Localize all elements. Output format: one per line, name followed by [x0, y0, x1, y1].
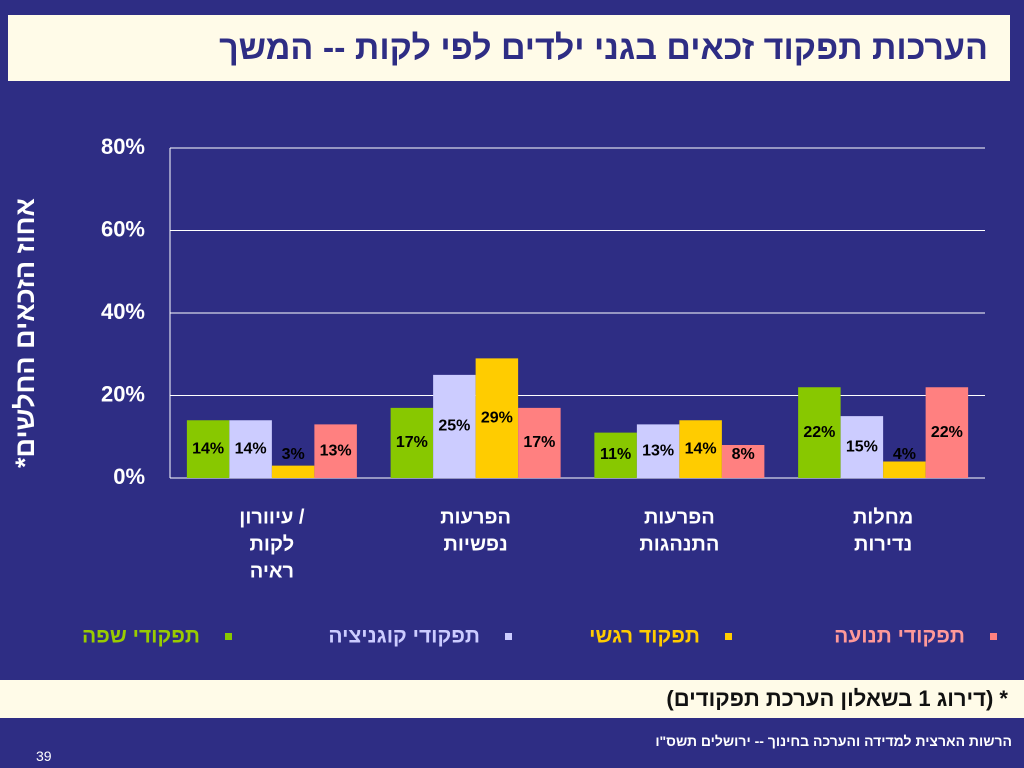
- legend-label: תפקודי שפה: [82, 625, 200, 648]
- footnote: * (דירוג 1 בשאלון הערכת תפקודים): [666, 686, 1008, 711]
- bar: [679, 420, 722, 478]
- value-label: 3%: [282, 446, 305, 463]
- x-tick-label: הפרעות: [440, 506, 511, 528]
- y-axis-label: אחוז הזכאים החלשים*: [10, 198, 40, 468]
- value-label: 22%: [931, 424, 963, 441]
- y-tick-label: 20%: [101, 381, 145, 406]
- bar: [390, 407, 434, 478]
- value-label: 17%: [396, 434, 428, 451]
- y-tick-label: 0%: [113, 464, 145, 489]
- y-tick-label: 60%: [101, 216, 145, 241]
- legend-label: תפקודי קוגניציה: [328, 625, 480, 648]
- legend-label: תפקוד רגשי: [589, 625, 700, 648]
- legend-swatch: [505, 633, 512, 640]
- x-tick-label: התנהגות: [639, 533, 719, 555]
- value-label: 29%: [481, 409, 513, 426]
- x-tick-label: לקות: [250, 533, 295, 555]
- x-tick-label: נפשיות: [444, 533, 508, 555]
- legend-swatch: [990, 633, 997, 640]
- value-label: 17%: [523, 434, 555, 451]
- y-tick-label: 40%: [101, 299, 145, 324]
- value-label: 8%: [732, 446, 755, 463]
- value-label: 13%: [320, 442, 352, 459]
- bar: [271, 465, 315, 478]
- value-label: 4%: [893, 446, 916, 463]
- bar: [925, 387, 969, 478]
- y-tick-label: 80%: [101, 134, 145, 159]
- value-label: 14%: [685, 440, 717, 457]
- chart: 0% 20% 40% 60% 80% אחוז הזכאים החלשים* עיוורון…: [10, 134, 997, 648]
- legend-swatch: [225, 633, 232, 640]
- value-label: 13%: [642, 442, 674, 459]
- x-tick-label: נדירות: [854, 533, 912, 555]
- bar: [594, 432, 637, 478]
- bar: [314, 424, 357, 478]
- value-label: 15%: [846, 438, 878, 455]
- legend-swatch: [725, 633, 732, 640]
- x-tick-label: הפרעות: [644, 506, 715, 528]
- bar: [636, 424, 680, 478]
- value-label: 14%: [235, 440, 267, 457]
- footer: הרשות הארצית למדידה והערכה בחינוך -- ירו…: [655, 733, 1012, 749]
- bar: [798, 387, 841, 478]
- value-label: 14%: [192, 440, 224, 457]
- value-label: 22%: [803, 424, 835, 441]
- x-tick-label: עיוורון /: [239, 506, 305, 528]
- value-label: 11%: [600, 446, 631, 463]
- chart-title: הערכות תפקוד זכאים בגני ילדים לפי לקות -…: [219, 29, 988, 67]
- bar: [186, 420, 230, 478]
- value-label: 25%: [438, 418, 470, 435]
- bar: [840, 416, 884, 478]
- bar: [721, 445, 765, 478]
- x-tick-label: ראיה: [250, 560, 294, 582]
- legend-label: תפקודי תנועה: [834, 625, 965, 648]
- title-bar: הערכות תפקוד זכאים בגני ילדים לפי לקות -…: [8, 15, 1010, 81]
- bar: [475, 358, 519, 478]
- bar: [433, 374, 476, 478]
- x-tick-label: מחלות: [853, 506, 913, 528]
- footnote-bar: * (דירוג 1 בשאלון הערכת תפקודים): [0, 680, 1024, 718]
- page-number: 39: [36, 748, 52, 764]
- bar: [518, 407, 561, 478]
- bar: [883, 461, 926, 478]
- bar: [229, 420, 272, 478]
